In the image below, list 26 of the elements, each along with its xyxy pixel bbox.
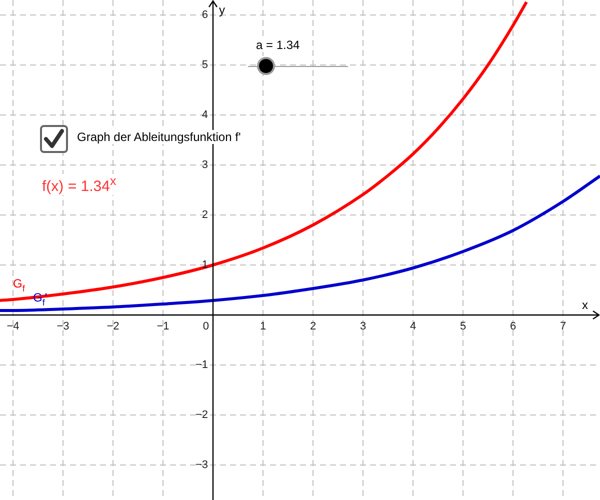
- x-tick-label: 7: [560, 320, 566, 333]
- x-tick-label: −2: [106, 320, 120, 333]
- x-tick-label: −3: [56, 320, 70, 333]
- y-tick-label: −1: [195, 359, 208, 372]
- y-tick-label: 4: [202, 109, 208, 122]
- x-tick-label: 0: [202, 320, 209, 333]
- x-tick-label: 6: [510, 320, 516, 333]
- x-tick-label: 1: [260, 320, 266, 333]
- x-axis-title: x: [582, 298, 588, 312]
- x-tick-label: 4: [410, 320, 416, 333]
- x-tick-label: −1: [156, 320, 170, 333]
- y-axis-title: y: [219, 3, 225, 17]
- x-tick-label: 2: [310, 320, 316, 333]
- annotation: a = 1.34: [254, 38, 302, 52]
- y-tick-label: 2: [202, 209, 208, 222]
- line-series: [0, 174, 600, 312]
- x-tick-label: −4: [6, 320, 20, 333]
- y-tick-label: −3: [195, 459, 208, 472]
- y-tick-label: 6: [202, 9, 208, 22]
- x-tick-label: 5: [460, 320, 466, 333]
- y-tick-label: −2: [195, 409, 208, 422]
- y-tick-label: 5: [202, 59, 208, 72]
- x-tick-label: 3: [360, 320, 366, 333]
- annotation: Graph der Ableitungsfunktion f': [75, 130, 243, 144]
- annotation: f(x) = 1.34$^{x}$: [40, 174, 118, 195]
- y-tick-label: 3: [202, 159, 208, 172]
